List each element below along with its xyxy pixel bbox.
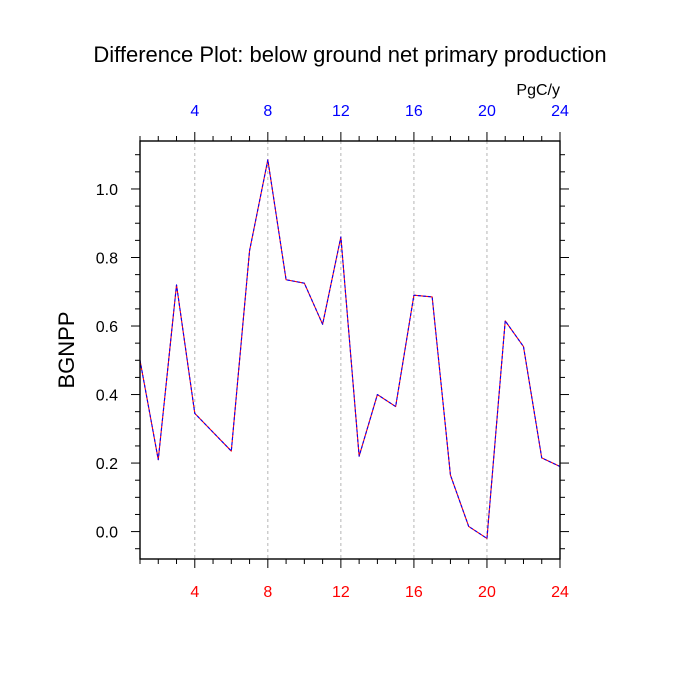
y-axis-label: BGNPP bbox=[54, 311, 79, 388]
series-layer bbox=[139, 159, 561, 539]
series-line-base bbox=[139, 159, 561, 539]
x-bottom-tick-label-20: 20 bbox=[478, 584, 496, 601]
y-tick-label-0.6: 0.6 bbox=[96, 319, 118, 336]
y-tick-label-0.4: 0.4 bbox=[96, 388, 118, 405]
units-label: PgC/y bbox=[516, 82, 560, 99]
x-top-tick-label-24: 24 bbox=[551, 103, 569, 120]
x-top-tick-label-12: 12 bbox=[332, 103, 350, 120]
y-tick-label-1: 1.0 bbox=[96, 182, 118, 199]
y-tick-label-0: 0.0 bbox=[96, 525, 118, 542]
x-bottom-tick-label-24: 24 bbox=[551, 584, 569, 601]
series-line bbox=[139, 159, 561, 539]
x-bottom-tick-label-8: 8 bbox=[263, 584, 272, 601]
grid-layer bbox=[194, 141, 488, 559]
y-tick-label-0.2: 0.2 bbox=[96, 456, 118, 473]
plot-frame bbox=[139, 140, 561, 560]
chart-title: Difference Plot: below ground net primar… bbox=[93, 42, 606, 67]
x-top-tick-label-8: 8 bbox=[263, 103, 272, 120]
x-top-tick-label-16: 16 bbox=[405, 103, 423, 120]
y-tick-label-0.8: 0.8 bbox=[96, 250, 118, 267]
ticks-layer bbox=[131, 132, 569, 568]
x-bottom-tick-label-4: 4 bbox=[190, 584, 199, 601]
x-bottom-tick-label-16: 16 bbox=[405, 584, 423, 601]
axes-layer bbox=[139, 140, 561, 560]
x-top-tick-label-4: 4 bbox=[190, 103, 199, 120]
x-top-tick-label-20: 20 bbox=[478, 103, 496, 120]
tick-labels-layer: 4 4 8 8 12 12 16 16 20 20 24 24 0.0 0.2 0.4 0.6 0.8 1.0 bbox=[96, 103, 569, 601]
x-bottom-tick-label-12: 12 bbox=[332, 584, 350, 601]
